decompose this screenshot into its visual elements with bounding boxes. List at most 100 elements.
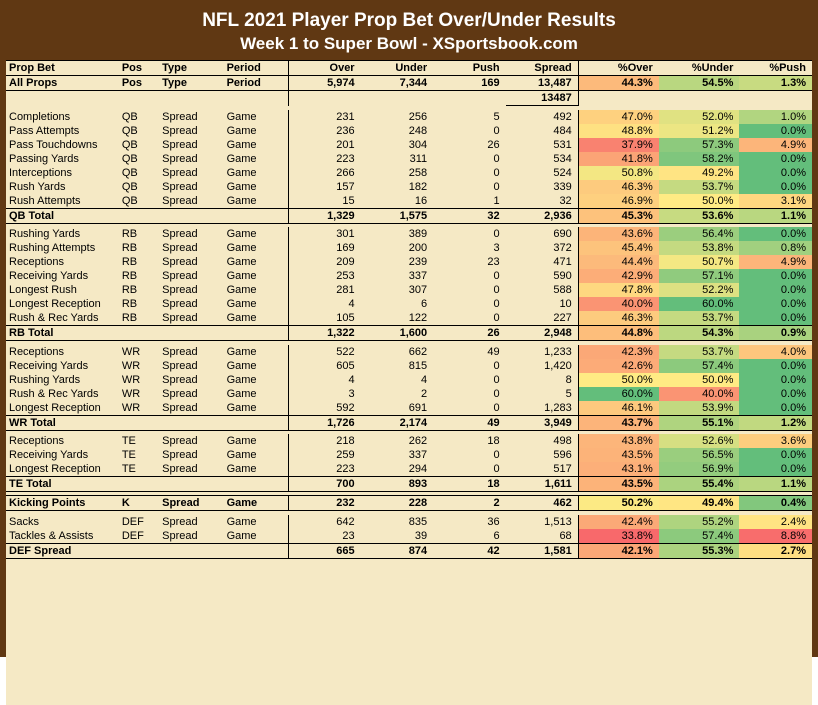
table-row: Interceptions QB Spread Game 266 258 0 5… [6, 166, 812, 180]
cell-over: 218 [288, 434, 361, 448]
cell-over: 3 [288, 387, 361, 401]
cell-pover: 42.1% [578, 543, 659, 558]
cell-pover: 60.0% [578, 387, 659, 401]
cell-ppush: 4.0% [739, 345, 812, 359]
cell-period: Game [224, 515, 288, 529]
cell-type: Spread [159, 138, 223, 152]
cell-period: Game [224, 462, 288, 477]
cell-spread: 492 [506, 110, 579, 124]
cell-punder: 53.6% [659, 208, 740, 223]
cell-propbet: Rush Attempts [6, 194, 119, 209]
table-row: Rush & Rec Yards WR Spread Game 3 2 0 5 … [6, 387, 812, 401]
cell-propbet: All Props [6, 76, 119, 91]
cell-period: Game [224, 227, 288, 241]
cell-over: 522 [288, 345, 361, 359]
cell-propbet: Pass Touchdowns [6, 138, 119, 152]
cell-punder: 53.7% [659, 180, 740, 194]
cell-propbet: Receptions [6, 434, 119, 448]
cell-pover: 47.8% [578, 283, 659, 297]
cell-push: 0 [433, 359, 506, 373]
cell-propbet: Interceptions [6, 166, 119, 180]
cell-spread: 1,233 [506, 345, 579, 359]
cell-ppush: 0.0% [739, 387, 812, 401]
table-row: Rushing Attempts RB Spread Game 169 200 … [6, 241, 812, 255]
cell-spread: 2,948 [506, 326, 579, 341]
cell-over: 592 [288, 401, 361, 416]
cell-spread: 3,949 [506, 415, 579, 430]
cell-pover: 48.8% [578, 124, 659, 138]
cell-propbet: Longest Reception [6, 401, 119, 416]
cell-over: 209 [288, 255, 361, 269]
cell-under: 1,575 [361, 208, 434, 223]
cell-over: 253 [288, 269, 361, 283]
cell-ppush: 0.0% [739, 227, 812, 241]
cell-period [224, 415, 288, 430]
cell-push: 0 [433, 152, 506, 166]
cell-under: 256 [361, 110, 434, 124]
cell-under: 337 [361, 448, 434, 462]
cell-period [224, 477, 288, 492]
cell-period: Game [224, 359, 288, 373]
table-row: Pass Touchdowns QB Spread Game 201 304 2… [6, 138, 812, 152]
cell-pover: 42.9% [578, 269, 659, 283]
cell-under: 239 [361, 255, 434, 269]
cell-under: 304 [361, 138, 434, 152]
cell-period: Game [224, 373, 288, 387]
cell-period: Game [224, 124, 288, 138]
cell-spread: 32 [506, 194, 579, 209]
cell-period: Period [224, 76, 288, 91]
cell-over: 231 [288, 110, 361, 124]
cell-propbet: Passing Yards [6, 152, 119, 166]
table-row: Longest Reception WR Spread Game 592 691… [6, 401, 812, 416]
cell-punder: 57.1% [659, 269, 740, 283]
table-row: Receiving Yards WR Spread Game 605 815 0… [6, 359, 812, 373]
cell-spread: 588 [506, 283, 579, 297]
cell-under: 200 [361, 241, 434, 255]
cell-over: 642 [288, 515, 361, 529]
cell-push: 0 [433, 283, 506, 297]
cell-under: 182 [361, 180, 434, 194]
cell-spread: 484 [506, 124, 579, 138]
cell-ppush: 1.0% [739, 110, 812, 124]
cell-punder: 49.4% [659, 496, 740, 511]
cell-punder: 56.5% [659, 448, 740, 462]
cell-over: 23 [288, 529, 361, 544]
cell-propbet: Kicking Points [6, 496, 119, 511]
cell-under: 691 [361, 401, 434, 416]
cell-push: 0 [433, 166, 506, 180]
cell-pover: 46.3% [578, 311, 659, 326]
table-row: QB Total 1,329 1,575 32 2,936 45.3% 53.6… [6, 208, 812, 223]
cell-over: 223 [288, 462, 361, 477]
table-container: Prop Bet Pos Type Period Over Under Push… [6, 60, 812, 705]
cell-ppush: 4.9% [739, 255, 812, 269]
cell-type [159, 477, 223, 492]
cell-propbet: Receiving Yards [6, 448, 119, 462]
cell-ppush: 0.0% [739, 311, 812, 326]
table-row: Receiving Yards TE Spread Game 259 337 0… [6, 448, 812, 462]
cell-type: Spread [159, 345, 223, 359]
cell-punder: 56.9% [659, 462, 740, 477]
table-row: Receiving Yards RB Spread Game 253 337 0… [6, 269, 812, 283]
cell-pos: RB [119, 241, 159, 255]
cell-push: 26 [433, 326, 506, 341]
col-punder: %Under [659, 61, 740, 76]
table-row: Receptions WR Spread Game 522 662 49 1,2… [6, 345, 812, 359]
cell-push: 49 [433, 345, 506, 359]
cell-ppush: 3.1% [739, 194, 812, 209]
cell-ppush: 0.0% [739, 359, 812, 373]
cell-pover: 43.6% [578, 227, 659, 241]
cell-propbet: Rushing Yards [6, 373, 119, 387]
table-row: Rushing Yards RB Spread Game 301 389 0 6… [6, 227, 812, 241]
cell-pover: 44.3% [578, 76, 659, 91]
cell-pos: QB [119, 152, 159, 166]
cell-period: Game [224, 269, 288, 283]
cell-under: 1,600 [361, 326, 434, 341]
cell-ppush: 1.1% [739, 208, 812, 223]
cell-period: Game [224, 434, 288, 448]
cell-over: 266 [288, 166, 361, 180]
cell-over: 700 [288, 477, 361, 492]
cell-type: Spread [159, 166, 223, 180]
cell-pos: WR [119, 359, 159, 373]
cell-spread: 534 [506, 152, 579, 166]
cell-type: Spread [159, 373, 223, 387]
